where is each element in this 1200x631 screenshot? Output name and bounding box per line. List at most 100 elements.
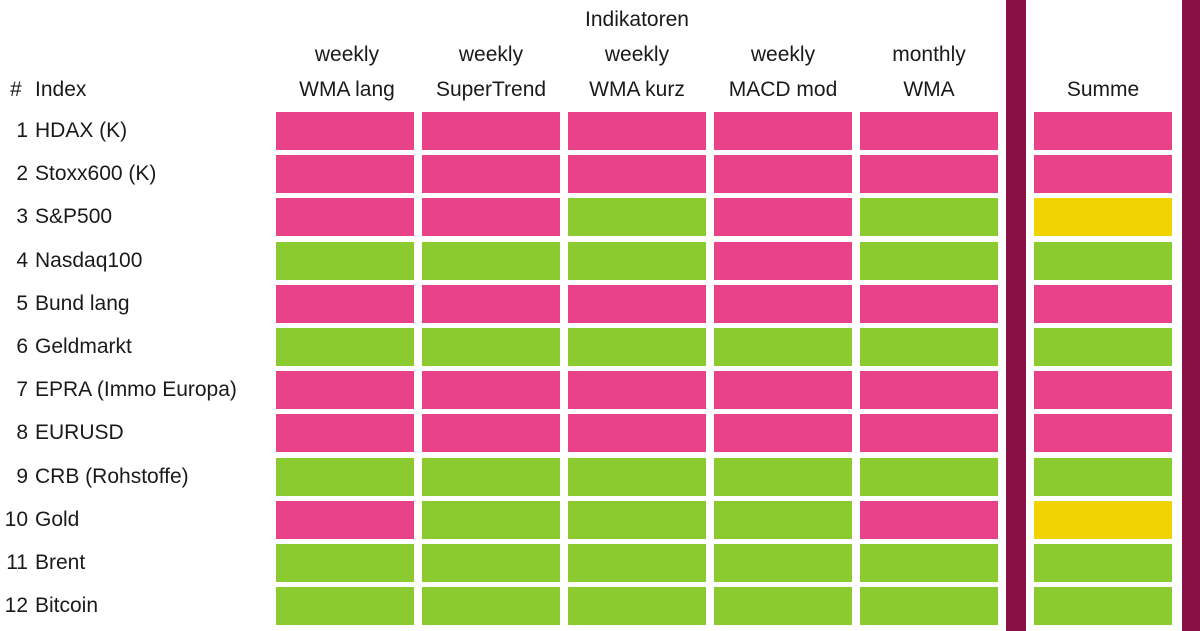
row-number: 5: [16, 291, 28, 315]
summe-cell-green: [1034, 457, 1172, 496]
signal-cell-pink: [422, 371, 560, 410]
signal-cell-pink: [276, 284, 414, 323]
signal-cell-green: [422, 241, 560, 280]
signal-cell-green: [568, 587, 706, 626]
signal-cell-pink: [568, 284, 706, 323]
row-number-header: #: [10, 78, 22, 101]
right-edge-bar: [1182, 0, 1200, 631]
column-header-1-line1: weekly: [314, 43, 380, 66]
summe-cell-yellow: [1034, 198, 1172, 237]
row-number: 9: [16, 464, 28, 488]
signal-cell-pink: [422, 112, 560, 150]
index-header: Index: [35, 78, 87, 101]
index-name: Bund lang: [35, 291, 130, 315]
summe-cell-pink: [1034, 414, 1172, 453]
signal-cell-pink: [714, 284, 852, 323]
signal-cell-green: [422, 328, 560, 366]
signal-cell-green: [714, 500, 852, 539]
signal-cell-pink: [276, 198, 414, 237]
signal-cell-pink: [714, 112, 852, 150]
signal-cell-green: [276, 544, 414, 582]
row-number: 4: [16, 248, 28, 272]
column-header-5-line1: monthly: [892, 43, 966, 66]
signal-cell-pink: [714, 155, 852, 194]
signal-cell-pink: [714, 241, 852, 280]
column-header-4-line2: MACD mod: [728, 78, 838, 101]
summe-cell-green: [1034, 587, 1172, 626]
signal-cell-green: [860, 198, 998, 237]
signal-cell-green: [860, 544, 998, 582]
signal-cell-green: [714, 544, 852, 582]
row-number: 3: [16, 205, 28, 229]
signal-cell-pink: [276, 112, 414, 150]
index-name: EPRA (Immo Europa): [35, 378, 237, 402]
signal-cell-pink: [860, 112, 998, 150]
summe-cell-green: [1034, 544, 1172, 582]
signal-cell-pink: [568, 112, 706, 150]
signal-cell-pink: [714, 198, 852, 237]
column-header-5-line2: WMA: [903, 78, 955, 101]
signal-cell-pink: [860, 371, 998, 410]
summe-cell-pink: [1034, 371, 1172, 410]
signal-cell-green: [276, 328, 414, 366]
signal-cell-pink: [276, 500, 414, 539]
signal-cell-pink: [860, 500, 998, 539]
signal-cell-green: [276, 241, 414, 280]
index-name: Nasdaq100: [35, 248, 143, 272]
row-number: 10: [4, 507, 28, 531]
index-name: Gold: [35, 507, 80, 531]
signal-cell-green: [276, 587, 414, 626]
signal-cell-green: [568, 544, 706, 582]
signal-cell-pink: [422, 414, 560, 453]
signal-cell-green: [568, 241, 706, 280]
signal-cell-green: [860, 587, 998, 626]
column-header-2-line1: weekly: [458, 43, 524, 66]
index-name: Bitcoin: [35, 594, 99, 618]
signal-cell-green: [568, 500, 706, 539]
index-name: S&P500: [35, 205, 113, 229]
signal-cell-green: [860, 328, 998, 366]
row-number: 7: [16, 378, 28, 402]
signal-cell-green: [860, 457, 998, 496]
column-header-1-line2: WMA lang: [299, 78, 395, 101]
column-header-4-line1: weekly: [750, 43, 816, 66]
column-header-3-line1: weekly: [604, 43, 670, 66]
signal-cell-green: [714, 587, 852, 626]
signal-cell-green: [568, 328, 706, 366]
signal-cell-pink: [276, 155, 414, 194]
row-number: 2: [16, 162, 28, 186]
signal-cell-pink: [860, 155, 998, 194]
signal-cell-green: [568, 198, 706, 237]
signal-cell-pink: [568, 155, 706, 194]
column-divider: [1006, 0, 1026, 631]
signal-cell-green: [422, 457, 560, 496]
signal-cell-green: [422, 500, 560, 539]
signal-cell-green: [568, 457, 706, 496]
summe-header: Summe: [1066, 78, 1140, 101]
signal-cell-pink: [422, 198, 560, 237]
column-header-3-line2: WMA kurz: [589, 78, 685, 101]
summe-cell-green: [1034, 328, 1172, 366]
signal-cell-green: [422, 544, 560, 582]
summe-cell-pink: [1034, 284, 1172, 323]
summe-cell-pink: [1034, 112, 1172, 150]
index-name: Stoxx600 (K): [35, 162, 157, 186]
index-name: Brent: [35, 551, 86, 574]
summe-cell-green: [1034, 241, 1172, 280]
signal-cell-pink: [714, 371, 852, 410]
signal-cell-pink: [422, 284, 560, 323]
signal-cell-pink: [714, 414, 852, 453]
index-name: HDAX (K): [35, 119, 128, 142]
row-number: 1: [16, 119, 28, 142]
summe-cell-pink: [1034, 155, 1172, 194]
signal-cell-pink: [860, 284, 998, 323]
signal-cell-green: [860, 241, 998, 280]
signal-cell-green: [422, 587, 560, 626]
signal-cell-pink: [422, 155, 560, 194]
row-number: 8: [16, 421, 28, 445]
signal-cell-green: [714, 328, 852, 366]
signal-cell-green: [276, 457, 414, 496]
signal-cell-pink: [860, 414, 998, 453]
signal-cell-pink: [568, 371, 706, 410]
indicators-title: Indikatoren: [585, 8, 689, 31]
